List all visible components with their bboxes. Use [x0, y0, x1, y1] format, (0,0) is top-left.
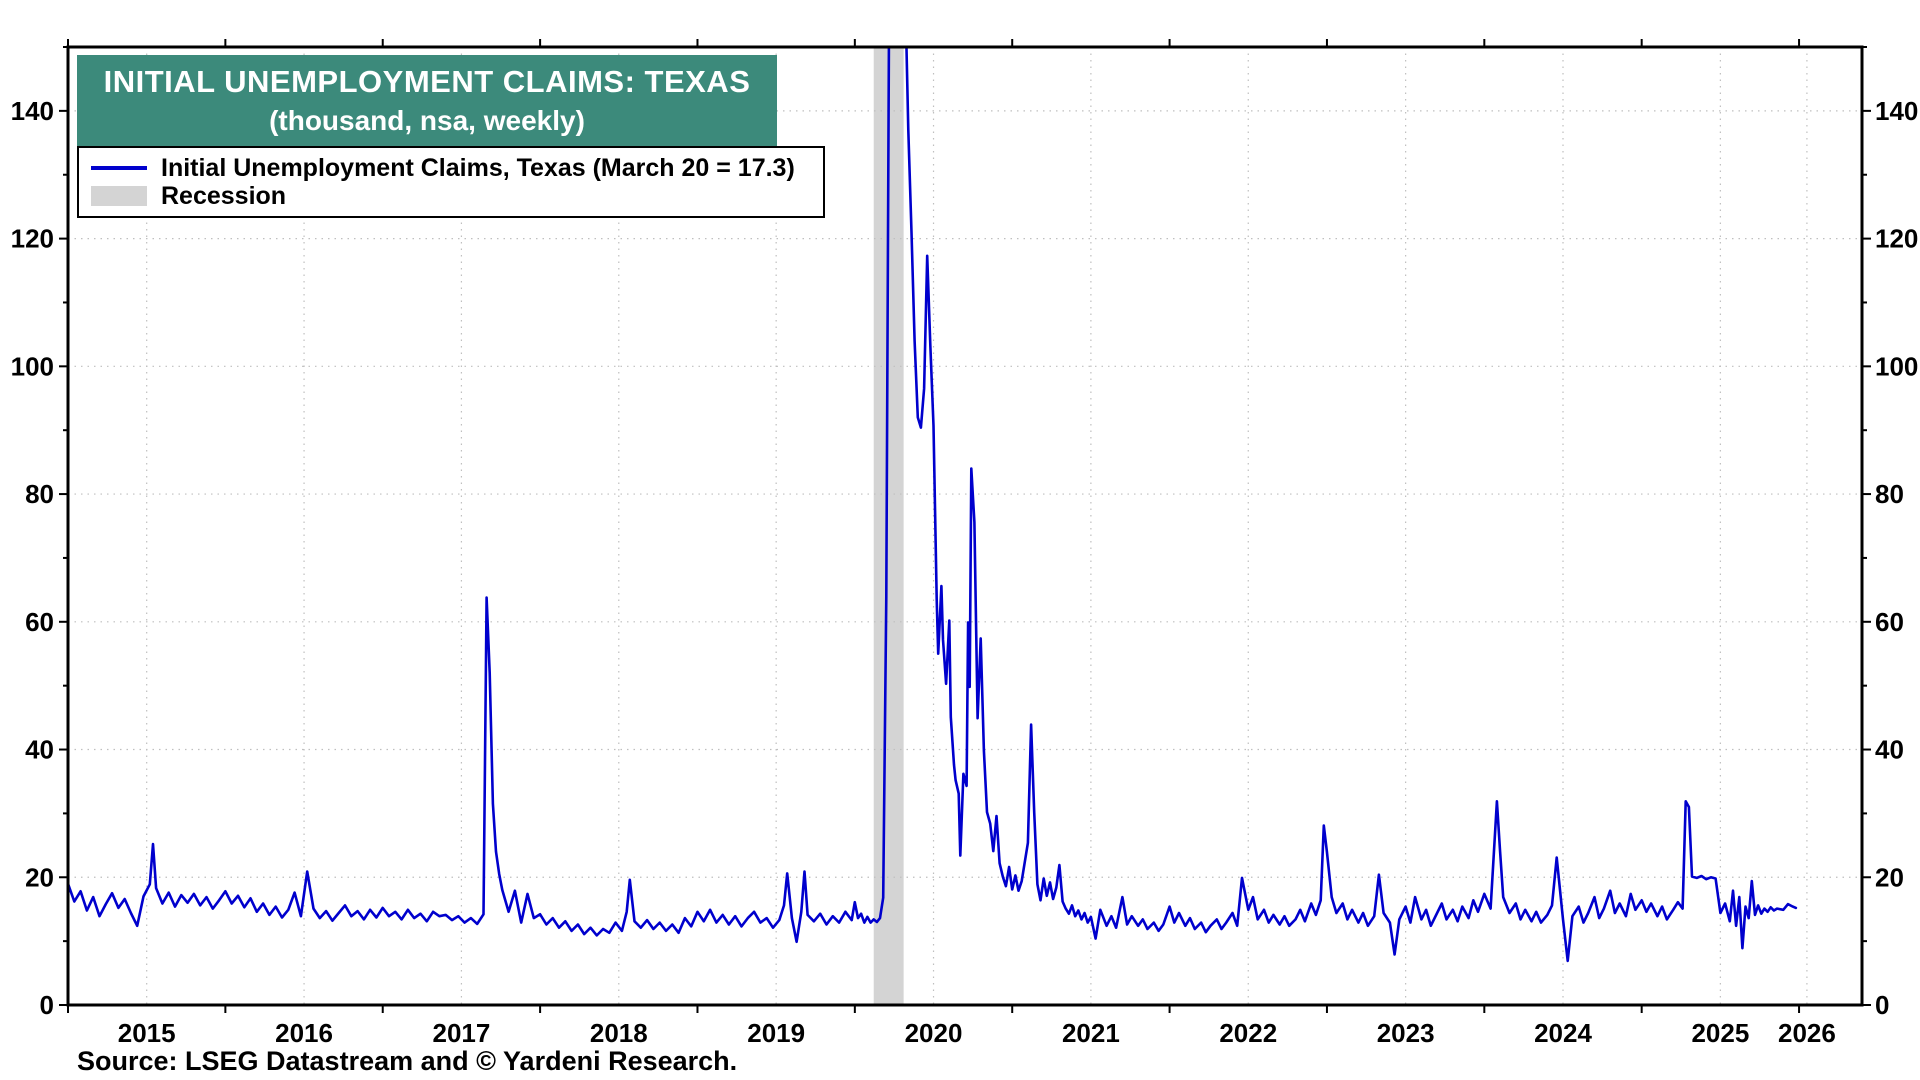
y-axis-label-right: 140: [1875, 96, 1918, 126]
y-axis-label-left: 140: [11, 96, 54, 126]
y-axis-label-right: 120: [1875, 224, 1918, 254]
chart-subtitle: (thousand, nsa, weekly): [269, 105, 585, 136]
y-axis-label-right: 60: [1875, 607, 1904, 637]
source-note: Source: LSEG Datastream and © Yardeni Re…: [77, 1046, 738, 1076]
y-axis-label-left: 20: [25, 862, 54, 892]
legend: Initial Unemployment Claims, Texas (Marc…: [77, 146, 825, 218]
y-axis-label-right: 100: [1875, 351, 1918, 381]
x-axis-year-label: 2022: [1219, 1018, 1277, 1048]
x-axis-year-label: 2021: [1062, 1018, 1120, 1048]
chart-title: INITIAL UNEMPLOYMENT CLAIMS: TEXAS: [103, 64, 751, 99]
y-axis-label-right: 40: [1875, 735, 1904, 765]
x-axis-year-label: 2025: [1691, 1018, 1749, 1048]
x-axis-year-label: 2015: [118, 1018, 176, 1048]
y-axis-label-left: 60: [25, 607, 54, 637]
y-axis-label-right: 0: [1875, 990, 1889, 1020]
x-axis-year-label: 2018: [590, 1018, 648, 1048]
series-line: [68, 47, 1798, 963]
recession-band-swatch-icon: [91, 186, 147, 206]
x-axis-year-label: 2016: [275, 1018, 333, 1048]
chart-title-box: INITIAL UNEMPLOYMENT CLAIMS: TEXAS (thou…: [77, 55, 777, 148]
y-axis-label-left: 120: [11, 224, 54, 254]
x-axis-year-label: 2020: [905, 1018, 963, 1048]
y-axis-label-right: 20: [1875, 862, 1904, 892]
y-axis-label-left: 0: [40, 990, 54, 1020]
plot-border: [66, 45, 1864, 1007]
x-axis-year-label: 2026: [1778, 1018, 1836, 1048]
x-axis-year-label: 2023: [1377, 1018, 1435, 1048]
series-line-swatch-icon: [91, 166, 147, 170]
series-legend-label: Initial Unemployment Claims, Texas (Marc…: [161, 153, 795, 182]
x-axis-year-label: 2024: [1534, 1018, 1592, 1048]
recession-legend-label: Recession: [161, 181, 287, 210]
y-axis-label-left: 40: [25, 735, 54, 765]
x-axis-year-label: 2019: [747, 1018, 805, 1048]
y-axis-label-left: 100: [11, 351, 54, 381]
legend-item-series: Initial Unemployment Claims, Texas (Marc…: [91, 154, 811, 182]
x-axis-year-label: 2017: [432, 1018, 490, 1048]
y-axis-label-right: 80: [1875, 479, 1904, 509]
y-axis-label-left: 80: [25, 479, 54, 509]
legend-item-recession: Recession: [91, 182, 811, 210]
